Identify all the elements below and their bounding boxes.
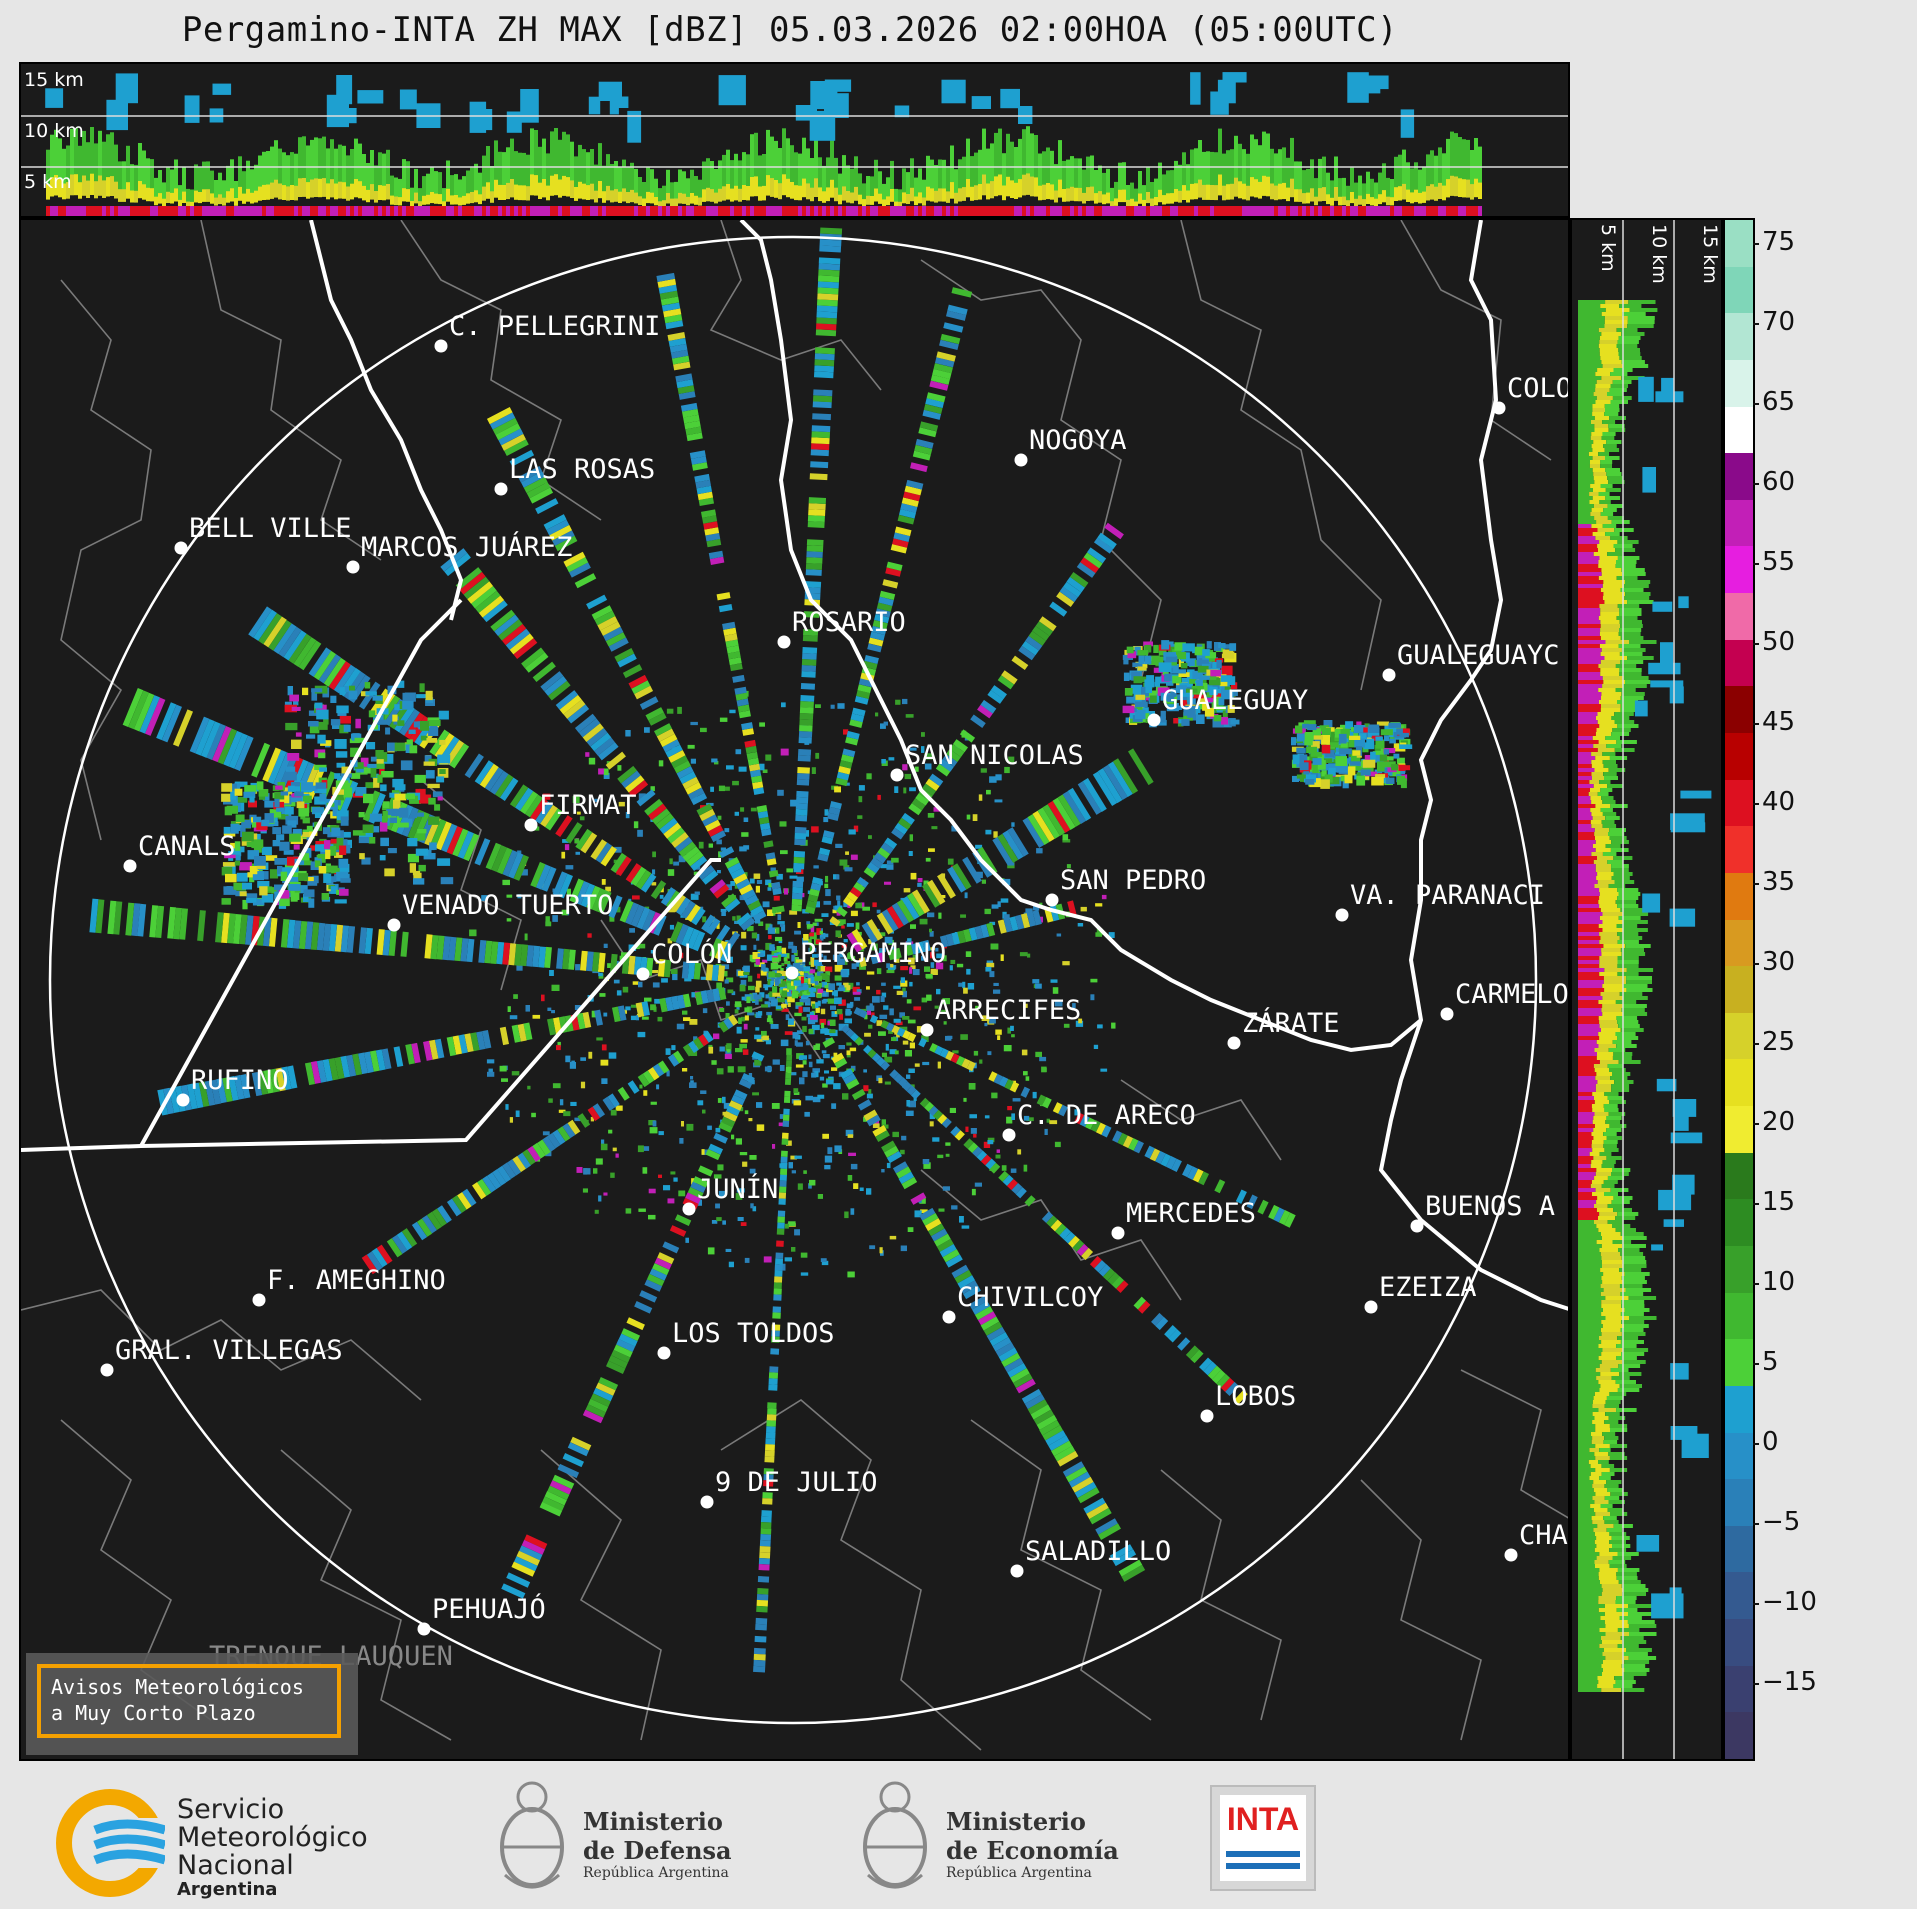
radar-reflectivity-echoes	[89, 227, 1413, 1673]
city-nuevejulio: 9 DE JULIO	[700, 1467, 878, 1509]
colorbar-tick-17: −10	[1762, 1587, 1817, 1617]
colorbar-tick-1: 70	[1762, 307, 1796, 337]
city-nogoya: NOGOYA	[1014, 425, 1127, 467]
colorbar-tick-8: 35	[1762, 867, 1796, 897]
colorbar-tick-15: 0	[1762, 1427, 1779, 1457]
city-rufino: RUFINO	[176, 1065, 289, 1107]
city-zarate: ZÁRATE	[1227, 1007, 1340, 1050]
colorbar-tick-13: 10	[1762, 1267, 1796, 1297]
radar-map-panel: C. PELLEGRINI LAS ROSAS BELL VILLE MARCOS J…	[19, 218, 1570, 1761]
city-pergamino: PERGAMINO	[785, 938, 946, 980]
city-villegas: GRAL. VILLEGAS	[100, 1335, 343, 1377]
city-venado: VENADO TUERTO	[387, 890, 613, 932]
colorbar-tick-3: 60	[1762, 467, 1796, 497]
colorbar-tick-2: 65	[1762, 387, 1796, 417]
colorbar-tick-6: 45	[1762, 707, 1796, 737]
side-profile-svg: 5 km 10 km 15 km	[1578, 220, 1721, 1759]
colorbar-tick-5: 50	[1762, 627, 1796, 657]
defensa-line-2: de Defensa	[583, 1836, 732, 1865]
warning-line-2: a Muy Corto Plazo	[51, 1701, 256, 1725]
top-vertical-profile-panel: 15 km 10 km 5 km	[19, 62, 1570, 218]
city-vparanacito: VA. PARANACI	[1335, 880, 1545, 922]
smn-line-4: Argentina	[177, 1879, 278, 1900]
warning-line-1: Avisos Meteorológicos	[51, 1675, 304, 1699]
city-colon_er: COLO	[1492, 373, 1568, 415]
side-height-10km: 10 km	[1648, 224, 1670, 284]
city-arrecifes: ARRECIFES	[920, 995, 1081, 1037]
city-gualeguay: GUALEGUAY	[1147, 685, 1308, 727]
city-sanpedro: SAN PEDRO	[1045, 865, 1206, 907]
colorbar-tick-4: 55	[1762, 547, 1796, 577]
colorbar-tick-14: 5	[1762, 1347, 1779, 1377]
city-chivilcoy: CHIVILCOY	[942, 1282, 1103, 1324]
smn-emblem-icon	[56, 1789, 165, 1897]
defensa-logo: Ministerio de Defensa República Argentin…	[495, 1775, 755, 1905]
smn-line-3: Nacional	[177, 1850, 294, 1881]
city-carmelo: CARMELO	[1440, 979, 1568, 1021]
top-profile-echoes	[45, 72, 1482, 216]
colorbar-tick-18: −15	[1762, 1667, 1817, 1697]
colorbar-tick-0: 75	[1762, 227, 1796, 257]
smn-logo: Servicio Meteorológico Nacional Argentin…	[55, 1788, 395, 1900]
reflectivity-colorbar	[1723, 218, 1755, 1761]
city-ameghino: F. AMEGHINO	[252, 1265, 446, 1307]
radar-range-ring	[48, 235, 1538, 1725]
city-colon: COLÓN	[636, 938, 732, 981]
city-saladillo: SALADILLO	[1010, 1536, 1171, 1578]
side-vertical-profile-panel: 5 km 10 km 15 km	[1570, 218, 1723, 1761]
map-title: Pergamino-INTA ZH MAX [dBZ] 05.03.2026 0…	[181, 10, 1399, 50]
top-profile-svg: 15 km 10 km 5 km	[21, 69, 1568, 216]
city-lostoldos: LOS TOLDOS	[657, 1318, 835, 1360]
side-profile-echoes	[1578, 300, 1712, 1692]
economia-shield-icon	[863, 1781, 927, 1889]
economia-logo: Ministerio de Economía República Argenti…	[858, 1775, 1138, 1905]
colorbar-tick-11: 20	[1762, 1107, 1796, 1137]
side-height-15km: 15 km	[1699, 224, 1721, 284]
height-label-5km: 5 km	[24, 171, 72, 193]
defensa-line-3: República Argentina	[583, 1865, 729, 1881]
city-buenosaires: BUENOS A	[1410, 1191, 1555, 1233]
colorbar-tick-16: −5	[1762, 1507, 1801, 1537]
economia-line-1: Ministerio	[946, 1807, 1086, 1836]
city-pehuajo: PEHUAJÓ	[417, 1593, 546, 1636]
city-pellegrini: C. PELLEGRINI	[434, 311, 660, 353]
city-junin: JUNÍN	[682, 1173, 778, 1216]
city-careco: C. DE ARECO	[1002, 1100, 1196, 1142]
city-bellville: BELL VILLE	[174, 513, 352, 555]
colorbar-tick-12: 15	[1762, 1187, 1796, 1217]
city-lasrosas: LAS ROSAS	[494, 454, 655, 496]
smn-line-2: Meteorológico	[177, 1822, 368, 1853]
inta-logo: INTA	[1210, 1785, 1316, 1891]
city-sannicolas: SAN NICOLAS	[890, 740, 1084, 782]
warning-box[interactable]: Avisos Meteorológicos a Muy Corto Plazo	[26, 1653, 358, 1755]
province-borders	[21, 220, 1568, 1311]
defensa-shield-icon	[500, 1781, 564, 1889]
smn-line-1: Servicio	[177, 1794, 285, 1825]
city-lobos: LOBOS	[1200, 1381, 1296, 1423]
side-height-5km: 5 km	[1597, 224, 1619, 272]
inta-text: INTA	[1226, 1801, 1300, 1837]
city-cha: CHA	[1504, 1520, 1568, 1562]
defensa-line-1: Ministerio	[583, 1807, 723, 1836]
height-label-10km: 10 km	[24, 120, 84, 142]
economia-line-2: de Economía	[946, 1836, 1119, 1865]
colorbar-tick-10: 25	[1762, 1027, 1796, 1057]
city-mercedes: MERCEDES	[1111, 1198, 1256, 1240]
footer-logos: Servicio Meteorológico Nacional Argentin…	[0, 1770, 1917, 1909]
economia-line-3: República Argentina	[946, 1865, 1092, 1881]
height-label-15km: 15 km	[24, 69, 84, 91]
colorbar-tick-9: 30	[1762, 947, 1796, 977]
city-canals: CANALS	[123, 831, 236, 873]
city-marcos: MARCOS JUÁREZ	[346, 531, 572, 574]
colorbar-tick-7: 40	[1762, 787, 1796, 817]
city-gualeguaych: GUALEGUAYC	[1382, 640, 1560, 682]
city-firmat: FIRMAT	[524, 790, 637, 832]
city-ezeiza: EZEIZA	[1364, 1272, 1477, 1314]
city-rosario: ROSARIO	[777, 607, 906, 649]
